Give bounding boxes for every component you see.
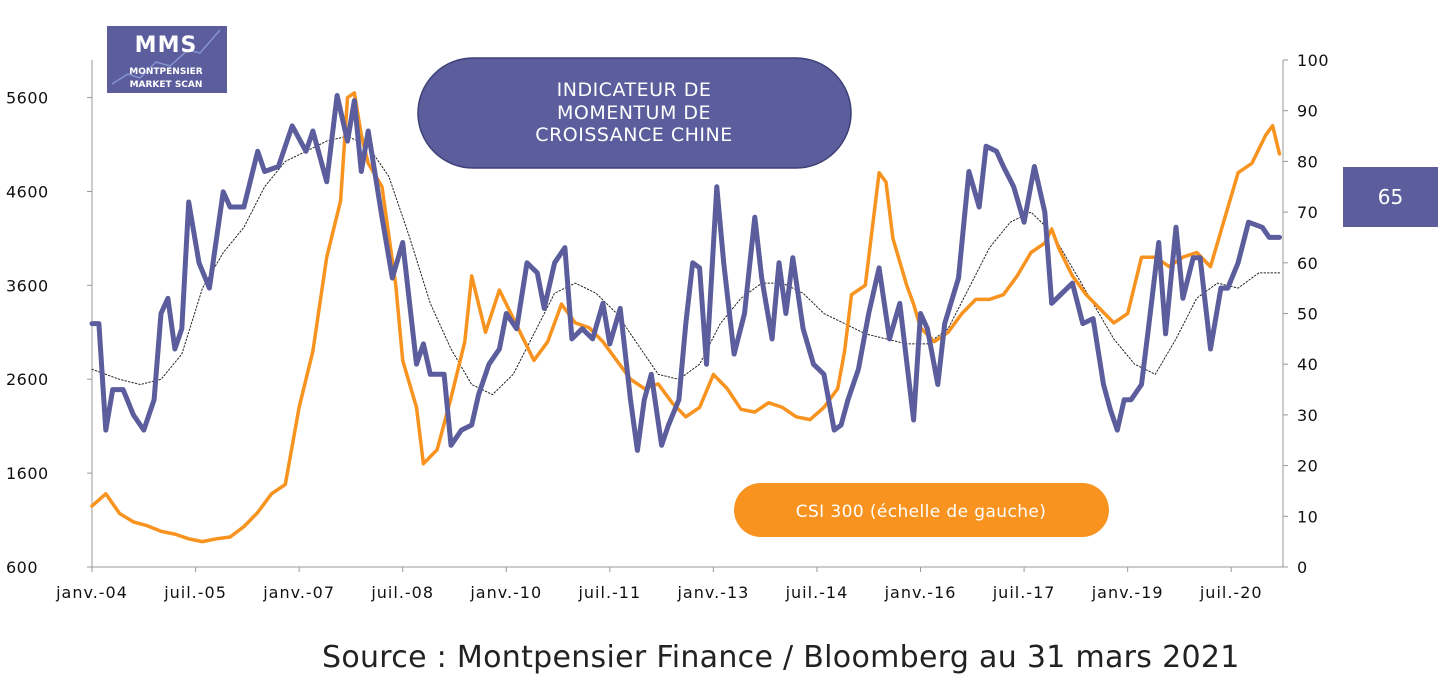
x-tick-label: janv.-10	[469, 583, 542, 602]
chart: MMS MONTPENSIER MARKET SCAN 600160026003…	[6, 26, 1329, 602]
left-tick-label: 3600	[6, 276, 49, 295]
left-tick-label: 600	[6, 558, 38, 577]
legend-pill: CSI 300 (échelle de gauche)	[734, 483, 1109, 537]
title-line-1: INDICATEUR DE	[557, 79, 712, 101]
left-tick-label: 4600	[6, 182, 49, 201]
right-tick-label: 60	[1297, 254, 1318, 273]
x-tick-label: janv.-13	[676, 583, 749, 602]
title-line-3: CROISSANCE CHINE	[535, 124, 732, 146]
logo-background	[107, 26, 227, 93]
right-tick-label: 70	[1297, 203, 1318, 222]
x-tick-label: juil.-05	[163, 583, 227, 602]
x-tick-label: janv.-04	[55, 583, 128, 602]
right-tick-label: 40	[1297, 355, 1318, 374]
trend-dotted-line	[91, 135, 1280, 396]
logo-montpensier: MONTPENSIER	[129, 67, 203, 77]
right-tick-label: 10	[1297, 507, 1318, 526]
x-tick-label: juil.-17	[992, 583, 1056, 602]
logo-market-scan: MARKET SCAN	[130, 80, 203, 90]
logo-trend-icon	[111, 29, 221, 85]
logo-mms: MMS	[135, 33, 198, 58]
page-number-badge: 65	[1343, 167, 1438, 227]
x-tick-label: juil.-14	[785, 583, 849, 602]
csi300-line	[90, 91, 1282, 544]
x-tick-label: juil.-08	[370, 583, 434, 602]
left-tick-label: 2600	[6, 370, 49, 389]
legend-pill-shape	[734, 483, 1109, 537]
title-line-2: MOMENTUM DE	[557, 102, 711, 124]
x-tick-label: janv.-19	[1091, 583, 1164, 602]
legend-label: CSI 300 (échelle de gauche)	[796, 502, 1047, 522]
title-pill: INDICATEUR DE MOMENTUM DE CROISSANCE CHI…	[417, 57, 852, 169]
momentum-indicator-line	[89, 93, 1282, 453]
x-tick-label: juil.-20	[1199, 583, 1263, 602]
left-tick-label: 1600	[6, 464, 49, 483]
right-tick-label: 50	[1297, 305, 1318, 324]
mms-logo: MMS MONTPENSIER MARKET SCAN	[107, 26, 227, 93]
right-tick-label: 100	[1297, 51, 1329, 70]
x-tick-label: juil.-11	[577, 583, 641, 602]
right-tick-label: 20	[1297, 457, 1318, 476]
left-tick-label: 5600	[6, 89, 49, 108]
right-tick-label: 90	[1297, 102, 1318, 121]
x-tick-label: janv.-07	[262, 583, 335, 602]
title-pill-shape	[417, 57, 852, 169]
right-tick-label: 80	[1297, 152, 1318, 171]
right-tick-label: 30	[1297, 406, 1318, 425]
source-text: Source : Montpensier Finance / Bloomberg…	[322, 640, 1240, 675]
series-layer	[89, 91, 1282, 544]
right-tick-label: 0	[1297, 558, 1308, 577]
x-tick-label: janv.-16	[884, 583, 957, 602]
axes: 600 1600 2600 3600 4600 5600 0 10 20 30 40 50 60 70 80…	[6, 51, 1329, 602]
